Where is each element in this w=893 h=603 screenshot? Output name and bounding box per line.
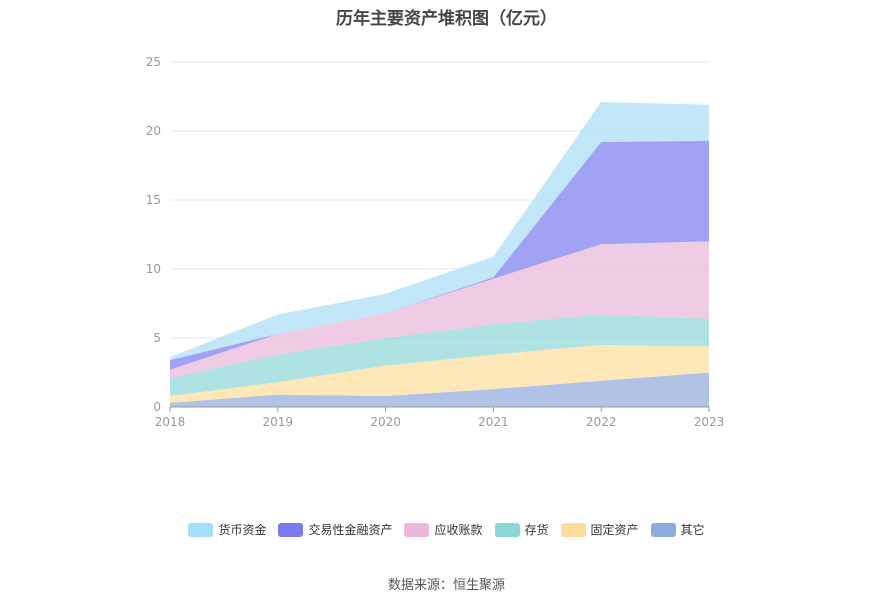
legend-label: 其它 xyxy=(680,523,705,537)
axes: 0 5 10 15 20 25 2018 2019 2020 2021 2022 2023 xyxy=(146,55,725,429)
x-tick-label: 2022 xyxy=(586,415,617,429)
x-tick-label: 2019 xyxy=(263,415,294,429)
area-series-1 xyxy=(170,344,709,403)
legend-swatch xyxy=(494,522,520,537)
x-tick-label: 2021 xyxy=(478,415,509,429)
y-tick-label: 0 xyxy=(153,400,161,414)
legend-item[interactable]: 货币资金 xyxy=(188,521,266,538)
x-tick-label: 2018 xyxy=(155,415,186,429)
legend-item[interactable]: 固定资产 xyxy=(560,521,639,538)
legend-swatch xyxy=(188,522,214,537)
area-series-0 xyxy=(170,372,709,407)
legend-label: 货币资金 xyxy=(218,523,267,537)
legend-item[interactable]: 应收账款 xyxy=(404,521,483,538)
legend-label: 交易性金融资产 xyxy=(308,523,393,537)
legend-swatch xyxy=(278,522,304,537)
source-note: 数据来源：恒生聚源 xyxy=(387,578,505,593)
legend-item[interactable]: 存货 xyxy=(494,521,549,538)
y-tick-label: 20 xyxy=(146,124,161,138)
y-tick-label: 10 xyxy=(146,262,161,276)
legend: 货币资金 交易性金融资产 应收账款 存货 固定资产 其它 xyxy=(0,521,893,538)
area-series-5 xyxy=(170,102,709,361)
legend-swatch xyxy=(650,522,676,537)
legend-swatch xyxy=(560,522,586,537)
x-tick-label: 2020 xyxy=(370,415,401,429)
legend-label: 固定资产 xyxy=(590,523,639,537)
legend-swatch xyxy=(404,522,430,537)
y-tick-label: 5 xyxy=(153,331,161,345)
x-tick-label: 2023 xyxy=(694,415,725,429)
legend-label: 存货 xyxy=(524,523,549,537)
area-series xyxy=(170,102,709,407)
legend-label: 应收账款 xyxy=(434,523,483,537)
legend-item[interactable]: 交易性金融资产 xyxy=(278,521,392,538)
area-series-4 xyxy=(170,140,709,370)
legend-item[interactable]: 其它 xyxy=(650,521,705,538)
y-tick-label: 15 xyxy=(146,193,161,207)
area-series-3 xyxy=(170,241,709,378)
y-tick-label: 25 xyxy=(146,55,161,69)
chart-title: 历年主要资产堆积图（亿元） xyxy=(336,9,557,29)
area-series-2 xyxy=(170,314,709,396)
